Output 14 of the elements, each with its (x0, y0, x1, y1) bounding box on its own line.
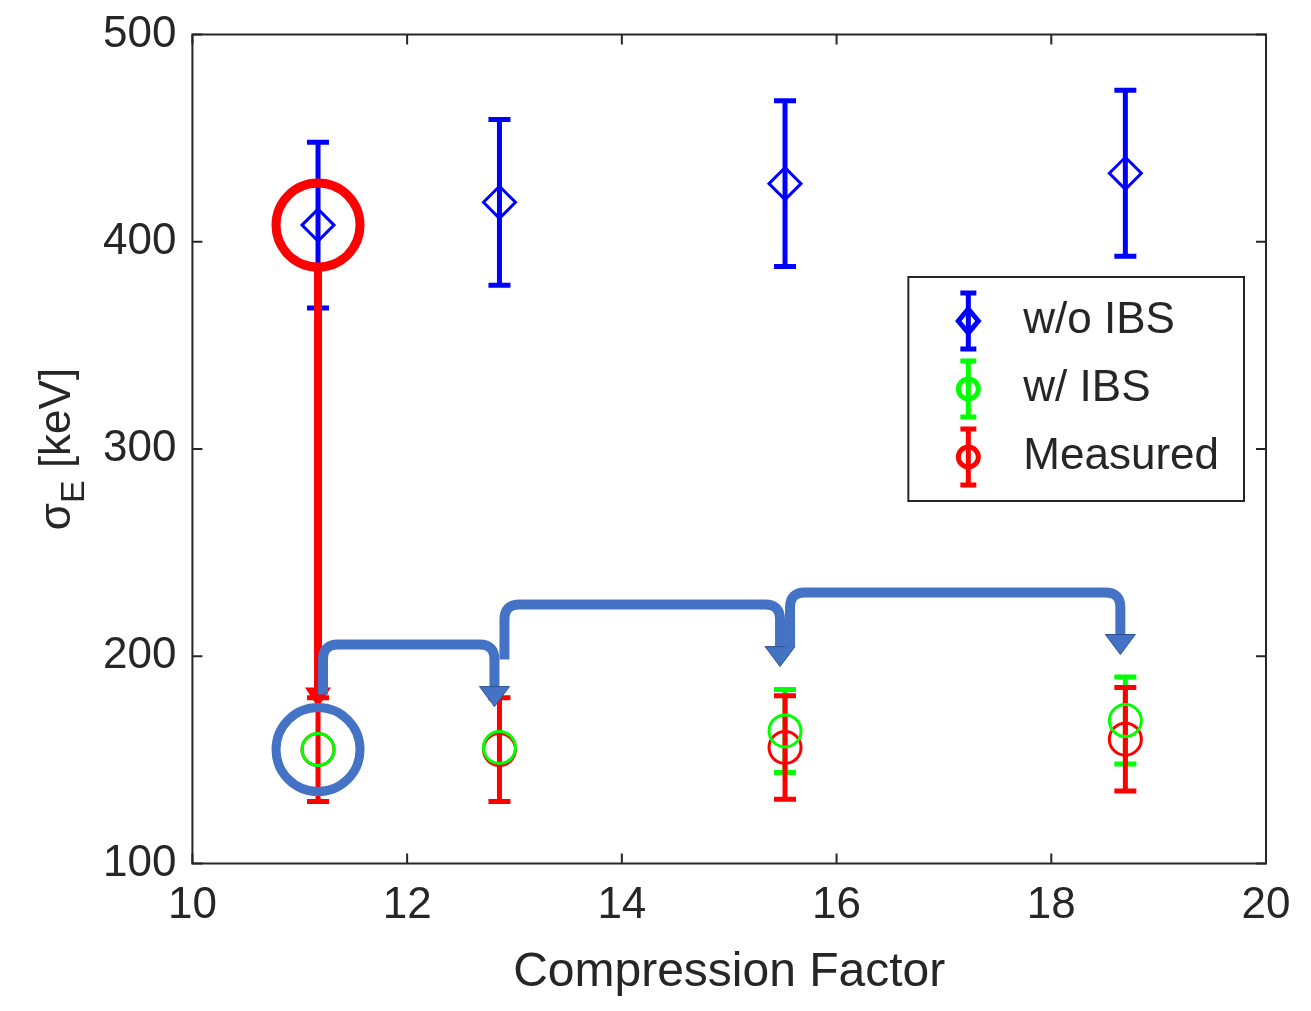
x-tick-label: 12 (382, 878, 432, 928)
y-tick-label: 200 (102, 628, 177, 678)
x-tick-label: 14 (597, 878, 647, 928)
x-tick-label: 20 (1241, 878, 1291, 928)
y-tick-label: 400 (102, 213, 177, 263)
x-tick-label: 16 (812, 878, 862, 928)
legend-label: Measured (1023, 429, 1220, 479)
y-axis-title: σE [keV] (30, 367, 91, 531)
legend-label: w/ IBS (1022, 361, 1151, 411)
legend-label: w/o IBS (1022, 293, 1175, 343)
x-axis-title: Compression Factor (513, 943, 946, 997)
y-tick-label: 300 (102, 421, 177, 471)
y-tick-label: 500 (102, 6, 177, 56)
x-tick-label: 18 (1026, 878, 1076, 928)
